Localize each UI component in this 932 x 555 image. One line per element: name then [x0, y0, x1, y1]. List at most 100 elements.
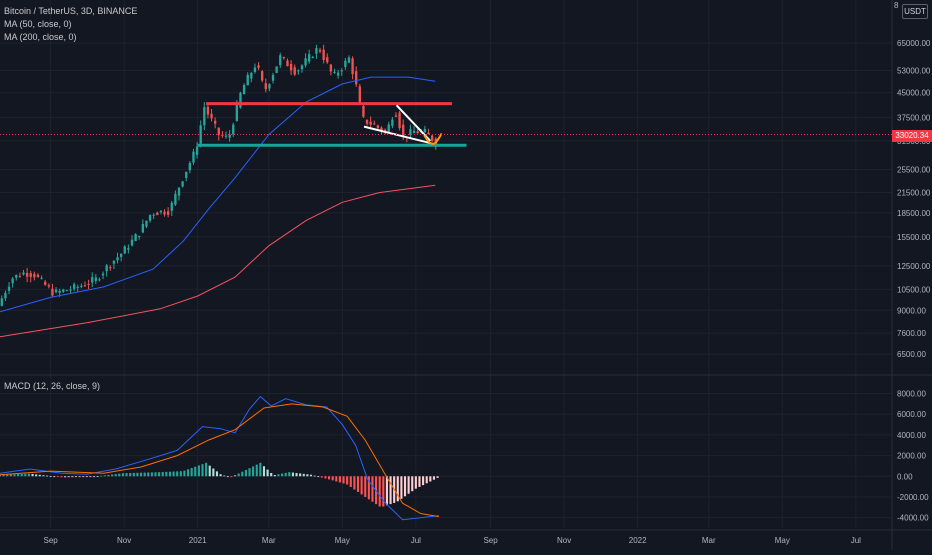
- macd-histogram-bar: [31, 473, 34, 477]
- candle-body: [369, 121, 372, 125]
- wedge-upper-line[interactable]: [395, 104, 432, 142]
- macd-histogram-bar: [143, 472, 146, 477]
- candle-body: [376, 125, 380, 128]
- candle-body: [116, 257, 119, 261]
- macd-histogram-bar: [212, 468, 215, 477]
- macd-histogram-bar: [85, 476, 88, 478]
- candle-body: [300, 65, 304, 70]
- candle-body: [206, 106, 210, 115]
- macd-histogram-bar: [9, 474, 12, 477]
- macd-histogram-bar: [197, 465, 200, 477]
- candle-body: [15, 274, 18, 278]
- price-axis-tick-label: 37500.00: [897, 113, 931, 122]
- candle-body: [391, 119, 394, 126]
- macd-histogram-bar: [324, 476, 327, 479]
- candle-body: [91, 277, 94, 283]
- candle-body: [18, 276, 22, 278]
- macd-histogram-bar: [118, 473, 121, 477]
- macd-histogram-bar: [226, 476, 229, 478]
- macd-legend[interactable]: MACD (12, 26, close, 9): [4, 381, 101, 391]
- candle-body: [329, 64, 333, 72]
- candle-body: [383, 129, 387, 132]
- candle-body: [188, 163, 192, 171]
- macd-histogram-bar: [331, 476, 334, 481]
- candle-body: [344, 60, 347, 68]
- candle-body: [174, 193, 177, 205]
- macd-histogram-bar: [414, 476, 417, 489]
- candle-body: [380, 127, 383, 132]
- candle-body: [192, 151, 195, 163]
- macd-histogram-bar: [139, 472, 143, 477]
- macd-axis-tick-label: 6000.00: [897, 410, 926, 419]
- wedge-lower-line[interactable]: [363, 125, 431, 145]
- macd-histogram-bar: [255, 464, 258, 477]
- candle-body: [127, 248, 130, 250]
- macd-histogram-bar: [194, 466, 197, 477]
- ma200-legend[interactable]: MA (200, close, 0): [4, 32, 77, 42]
- ma50-legend[interactable]: MA (50, close, 0): [4, 19, 72, 29]
- macd-histogram-bar: [266, 469, 269, 477]
- candle-body: [156, 212, 159, 216]
- price-axis-tick-label: 7600.00: [897, 329, 926, 338]
- symbol-title[interactable]: Bitcoin / TetherUS, 3D, BINANCE: [4, 6, 138, 16]
- macd-histogram-bar: [161, 472, 164, 477]
- time-axis-tick-label: 2022: [629, 536, 647, 545]
- macd-histogram-bar: [56, 476, 59, 478]
- macd-histogram-bar: [342, 476, 345, 484]
- currency-badge[interactable]: USDT: [902, 4, 928, 19]
- axes: 65000.0053000.0045000.0037500.0031500.00…: [44, 39, 931, 545]
- macd-histogram-bar: [168, 471, 172, 477]
- candle-body: [65, 290, 69, 292]
- time-axis-tick-label: 2021: [189, 536, 207, 545]
- macd-histogram-bar: [313, 475, 316, 477]
- candle-body: [224, 135, 228, 137]
- macd-histogram-bar: [429, 476, 432, 482]
- candle-body: [275, 66, 278, 73]
- candle-body: [358, 86, 361, 104]
- candle-body: [203, 107, 206, 126]
- macd-histogram-bar: [425, 476, 428, 484]
- candle-body: [123, 246, 126, 254]
- candle-body: [297, 70, 300, 72]
- macd-histogram-bar: [147, 472, 150, 477]
- macd-histogram-bar: [302, 473, 305, 477]
- price-axis-tick-label: 18500.00: [897, 209, 931, 218]
- candle-body: [387, 124, 390, 132]
- macd-histogram-bar: [400, 476, 403, 499]
- candle-body: [246, 74, 249, 86]
- time-axis-tick-label: Mar: [702, 536, 716, 545]
- macd-histogram-bar: [273, 475, 276, 477]
- projection-path[interactable]: [423, 133, 443, 145]
- macd-histogram-bar: [288, 472, 291, 477]
- candle-body: [62, 289, 65, 292]
- macd-histogram-bar: [71, 476, 74, 478]
- macd-histogram-bar: [183, 470, 186, 477]
- candle-body: [11, 278, 14, 284]
- candle-body: [232, 124, 235, 135]
- macd-histogram-bar: [74, 476, 77, 478]
- last-price-tag: 33020.34: [892, 130, 932, 142]
- candle-body: [423, 128, 427, 133]
- candle-body: [101, 273, 105, 276]
- macd-histogram-bar: [281, 473, 284, 477]
- candle-body: [130, 239, 134, 246]
- macd-histogram-bar: [96, 476, 99, 477]
- candle-body: [166, 211, 170, 215]
- macd-histogram-bar: [27, 473, 30, 477]
- candle-body: [47, 285, 50, 287]
- candle-body: [36, 274, 40, 277]
- candle-body: [80, 285, 83, 287]
- macd-histogram-bar: [13, 474, 16, 477]
- macd-histogram-bar: [150, 472, 153, 477]
- macd-histogram-bar: [233, 475, 237, 477]
- candle-body: [141, 223, 145, 233]
- macd-histogram-bar: [338, 476, 341, 483]
- macd-histogram-bar: [306, 474, 309, 477]
- candle-body: [235, 103, 239, 121]
- macd-histogram-bar: [385, 476, 388, 506]
- candle-body: [112, 260, 116, 264]
- macd-histogram-bar: [291, 472, 294, 477]
- signal-line: [0, 403, 439, 518]
